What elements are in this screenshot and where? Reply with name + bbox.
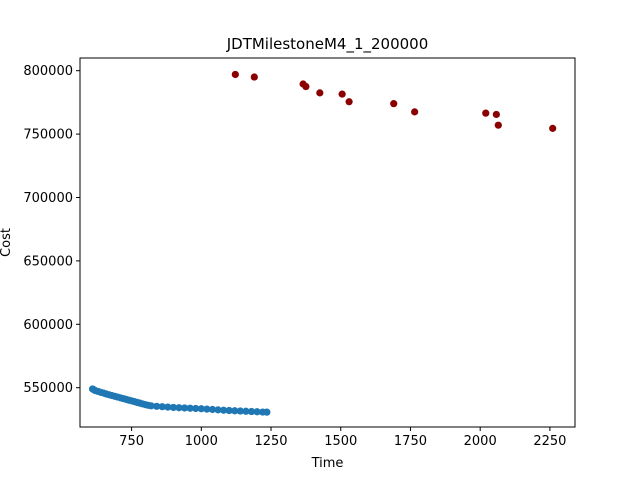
x-tick-label: 1500	[324, 434, 357, 449]
data-point-series-2-2	[250, 73, 258, 81]
data-point-series-1-27	[169, 403, 178, 412]
y-axis-label: Cost	[0, 228, 14, 257]
x-tick-label: 1750	[394, 434, 427, 449]
data-point-series-1-41	[247, 407, 256, 416]
plot-marks	[88, 70, 557, 416]
data-point-series-1-42	[253, 408, 261, 416]
data-point-series-1-33	[203, 405, 211, 413]
data-point-series-2-8	[390, 100, 398, 108]
data-point-series-2-4	[302, 82, 310, 91]
data-point-series-2-6	[338, 90, 346, 98]
data-point-series-1-30	[186, 404, 194, 412]
data-point-series-1-31	[192, 404, 200, 413]
y-tick-label: 750000	[23, 128, 73, 143]
y-tick-label: 700000	[23, 191, 73, 206]
plot-frame	[79, 57, 576, 428]
data-point-series-2-12	[494, 121, 502, 129]
y-tick-label: 650000	[23, 254, 73, 269]
data-point-series-1-32	[197, 405, 205, 413]
data-point-series-1-23	[147, 402, 155, 410]
data-point-series-1-34	[208, 405, 217, 414]
data-point-series-1-39	[236, 407, 244, 415]
x-tick-label: 750	[119, 434, 144, 449]
data-point-series-2-11	[492, 110, 500, 119]
data-point-series-1-44	[263, 408, 271, 416]
data-point-series-2-9	[411, 108, 419, 116]
data-point-series-1-36	[220, 406, 228, 414]
data-point-series-2-13	[549, 124, 557, 132]
data-point-series-1-40	[242, 407, 250, 415]
data-point-series-2-5	[316, 89, 324, 97]
y-tick-label: 800000	[23, 64, 73, 79]
data-point-series-2-10	[482, 109, 490, 117]
x-tick-label: 2250	[533, 434, 566, 449]
data-point-series-2-1	[231, 70, 239, 79]
data-point-series-1-35	[214, 406, 222, 414]
chart-title: JDTMilestoneM4_1_200000	[226, 35, 429, 54]
y-axis-ticks: 550000 600000 650000 700000 750000 800000	[23, 64, 80, 396]
x-axis-label: Time	[311, 456, 344, 471]
x-tick-label: 1000	[185, 434, 218, 449]
data-point-series-1-28	[175, 404, 183, 412]
y-tick-label: 600000	[23, 318, 73, 333]
data-point-series-2-7	[345, 98, 353, 106]
data-point-series-1-29	[180, 404, 189, 412]
data-point-series-1-25	[158, 403, 166, 411]
data-point-series-1-38	[231, 407, 239, 415]
data-point-series-1-37	[225, 406, 233, 415]
data-point-series-1-24	[153, 402, 161, 410]
data-point-series-1-26	[164, 403, 172, 411]
y-tick-label: 550000	[23, 381, 73, 396]
x-tick-label: 1250	[254, 434, 287, 449]
x-tick-label: 2000	[464, 434, 497, 449]
x-axis-ticks: 750 1000 1250 1500 1750 2000 2250	[119, 427, 566, 449]
